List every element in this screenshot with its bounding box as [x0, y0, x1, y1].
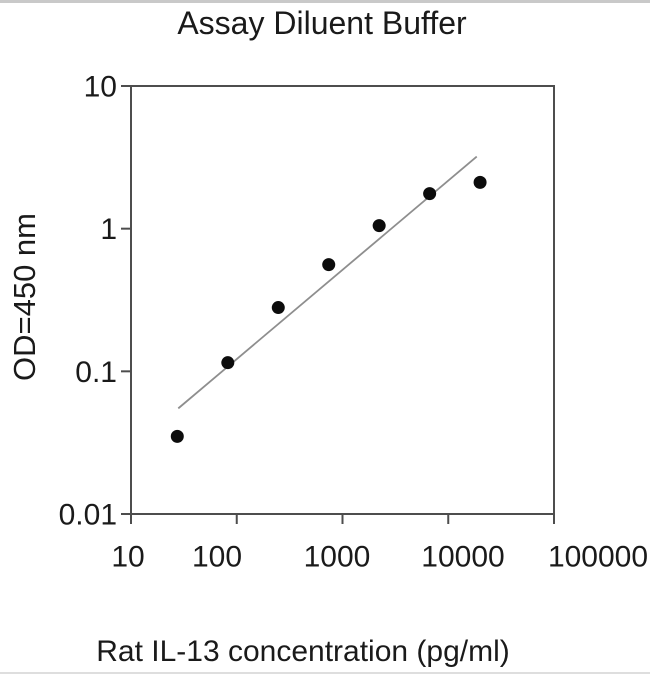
data-point: [170, 429, 184, 443]
x-tick-label: 10000: [421, 541, 504, 574]
x-axis-title: Rat IL-13 concentration (pg/ml): [96, 635, 510, 668]
x-tick-label: 100000: [548, 541, 648, 574]
x-tick-label: 100: [192, 541, 242, 574]
data-point: [322, 258, 336, 272]
chart-title: Assay Diluent Buffer: [177, 5, 467, 41]
x-tick-label: 10: [111, 541, 144, 574]
data-point: [423, 187, 437, 201]
plot-frame: [130, 85, 555, 515]
plot-area: 10 100 1000 10000 100000 10 1 0.1 0.01: [59, 71, 648, 574]
y-tick-label: 0.1: [75, 356, 117, 389]
data-point: [271, 301, 285, 315]
x-tick-label: 1000: [304, 541, 371, 574]
data-point: [372, 219, 386, 233]
y-tick-label: 0.01: [59, 499, 117, 532]
data-point: [221, 356, 235, 370]
y-tick-label: 1: [100, 213, 117, 246]
y-tick-label: 10: [84, 71, 117, 104]
data-point: [473, 175, 487, 189]
